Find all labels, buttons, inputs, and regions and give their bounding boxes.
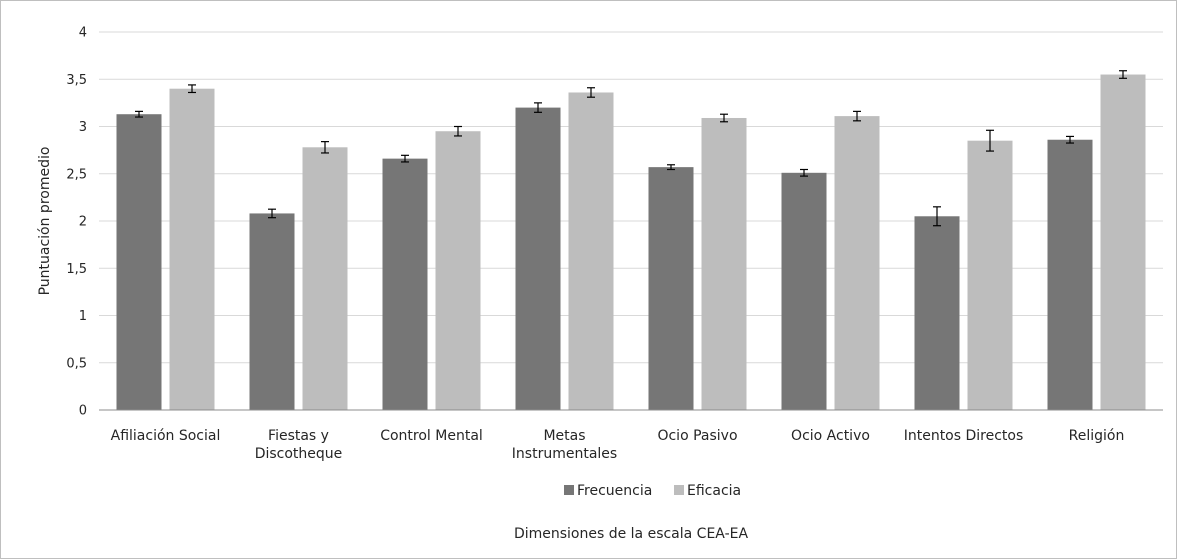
x-category-label: Intentos Directos	[904, 428, 1024, 444]
x-axis-title: Dimensiones de la escala CEA-EA	[514, 526, 749, 542]
y-tick-label: 1,5	[66, 262, 87, 277]
y-tick-label: 0	[79, 404, 87, 419]
bar	[648, 167, 694, 410]
bar	[1047, 139, 1093, 411]
y-tick-label: 4	[79, 26, 87, 41]
legend-label: Eficacia	[687, 483, 741, 499]
bar	[568, 92, 614, 410]
y-axis-title: Puntuación promedio	[37, 147, 53, 296]
y-tick-label: 3	[79, 120, 87, 135]
bar	[435, 131, 481, 410]
x-category-label: Afiliación Social	[111, 428, 221, 444]
x-category-label: Ocio Pasivo	[657, 428, 737, 444]
bar	[967, 140, 1013, 411]
bar	[382, 158, 428, 410]
bar	[249, 213, 295, 410]
x-category-label: Religión	[1069, 428, 1125, 444]
bar	[302, 147, 348, 411]
legend-label: Frecuencia	[577, 483, 652, 499]
x-category-label: Ocio Activo	[791, 428, 870, 444]
bar	[169, 88, 215, 410]
bar	[1100, 74, 1146, 411]
bar	[116, 114, 162, 410]
y-tick-label: 0,5	[66, 356, 87, 371]
bar	[834, 116, 880, 410]
x-category-label: Control Mental	[380, 428, 483, 444]
error-bars	[135, 70, 1127, 227]
bar	[914, 216, 960, 410]
y-tick-label: 2	[79, 215, 87, 230]
y-tick-label: 3,5	[66, 73, 87, 88]
legend-swatch	[564, 485, 574, 495]
legend: Frecuencia Eficacia	[564, 483, 741, 499]
x-category-label: Fiestas y Discotheque	[255, 428, 343, 462]
bar	[781, 172, 827, 410]
y-tick-label: 1	[79, 309, 87, 324]
legend-swatch	[674, 485, 684, 495]
x-category-labels: Afiliación Social Fiestas y Discotheque Con…	[111, 428, 1125, 462]
y-tick-labels: 0 0,5 1 1,5 2 2,5 3 3,5 4	[66, 26, 87, 419]
y-tick-label: 2,5	[66, 167, 87, 182]
x-category-label: Metas Instrumentales	[512, 428, 617, 462]
bar	[701, 117, 747, 411]
bar	[515, 107, 561, 410]
bars	[116, 74, 1146, 411]
